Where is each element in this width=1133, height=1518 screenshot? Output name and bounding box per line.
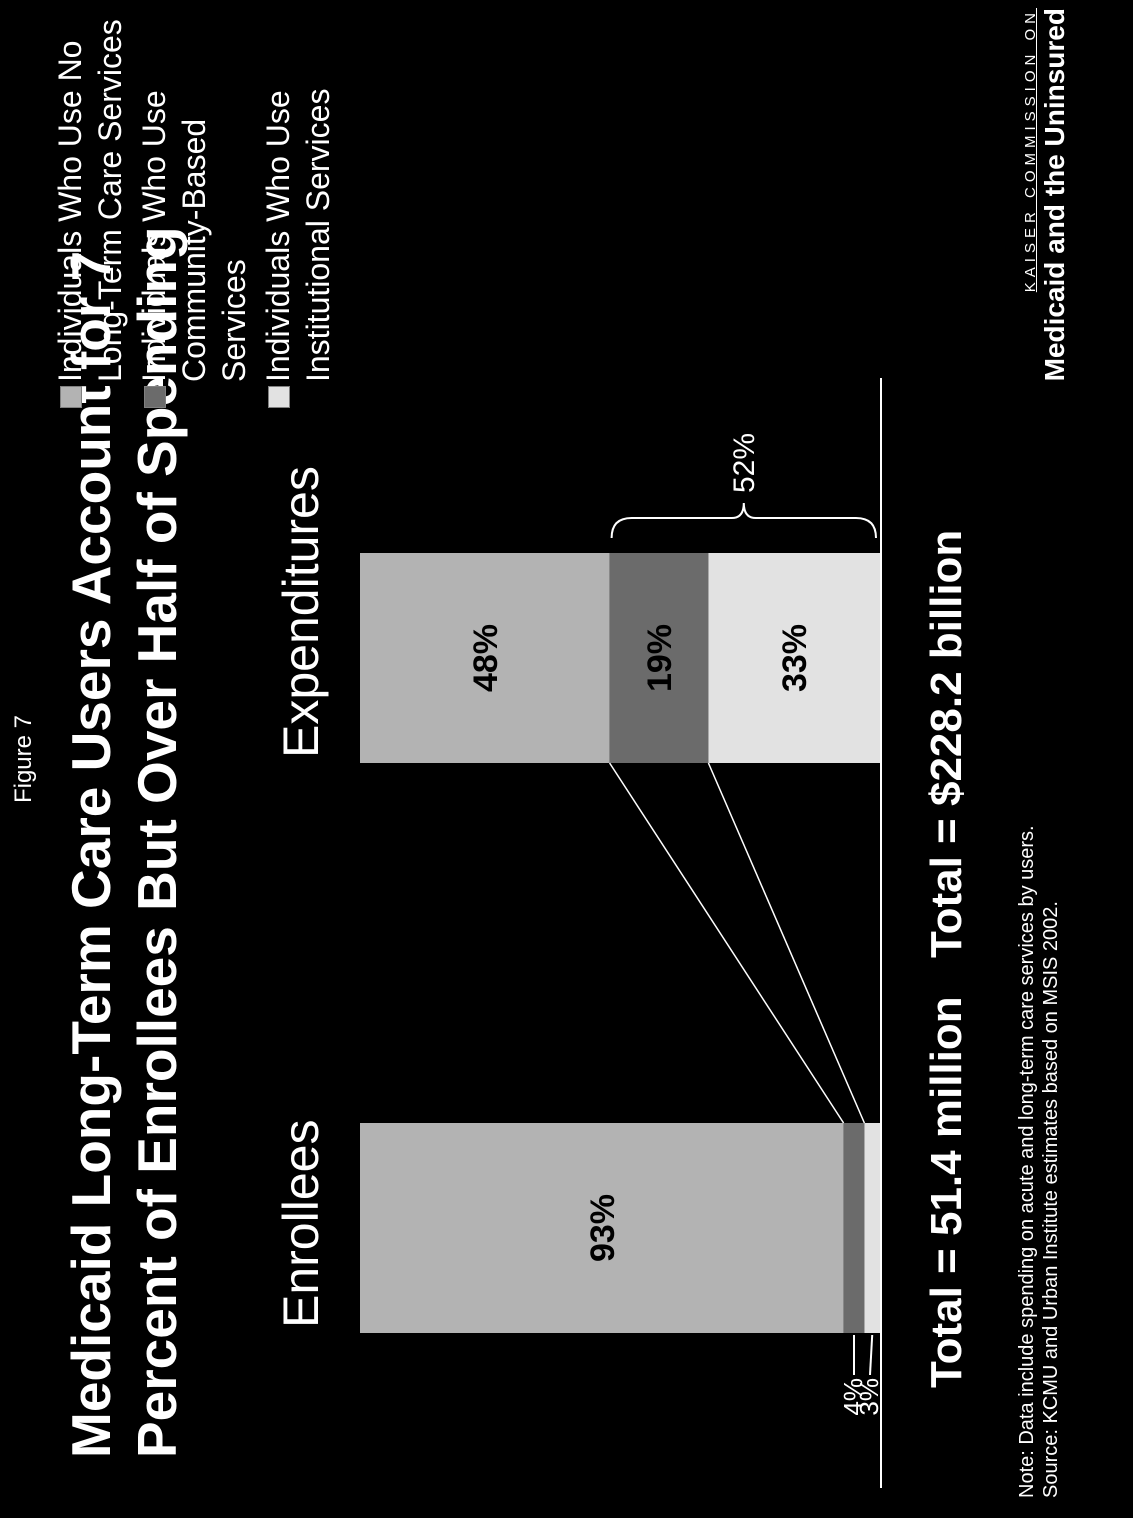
bracket-label: 52% bbox=[728, 433, 761, 493]
legend-label-no-ltc: Individuals Who Use No Long-Term Care Se… bbox=[52, 19, 128, 382]
data-label-enrollees-2: 3% bbox=[854, 1378, 884, 1416]
legend-item-community: Individuals Who Use Community-Based Serv… bbox=[134, 8, 254, 408]
bar-segment-1-0 bbox=[360, 553, 610, 763]
connector-line-2 bbox=[707, 762, 866, 1124]
total-expenditures: Total = $228.2 billion bbox=[922, 529, 971, 958]
brand-logo: KAISER COMMISSION ON Medicaid and the Un… bbox=[1022, 8, 1071, 428]
bar-segment-1-2 bbox=[708, 553, 881, 763]
data-label-enrollees-0: 93% bbox=[584, 1194, 622, 1262]
bar-segment-0-2 bbox=[864, 1123, 881, 1333]
bar-segment-0-1 bbox=[843, 1123, 865, 1333]
source-text: Source: KCMU and Urban Institute estimat… bbox=[1040, 901, 1062, 1498]
total-enrollees: Total = 51.4 million bbox=[922, 996, 971, 1388]
leader-line-2 bbox=[869, 1334, 874, 1376]
legend-item-institutional: Individuals Who Use Institutional Servic… bbox=[258, 8, 338, 408]
legend-swatch-community bbox=[144, 386, 166, 408]
note-block: Note: Data include spending on acute and… bbox=[1015, 825, 1063, 1498]
connector-line-1 bbox=[608, 762, 845, 1124]
data-label-expenditures-2: 33% bbox=[776, 624, 814, 692]
brand-line-2: Medicaid and the Uninsured bbox=[1039, 8, 1070, 382]
data-label-expenditures-0: 48% bbox=[467, 624, 505, 692]
note-text: Note: Data include spending on acute and… bbox=[1016, 825, 1038, 1498]
data-label-expenditures-1: 19% bbox=[641, 624, 679, 692]
legend-label-community: Individuals Who Use Community-Based Serv… bbox=[136, 90, 252, 382]
brand-line-1: KAISER COMMISSION ON bbox=[1022, 8, 1039, 293]
bracket bbox=[610, 502, 877, 539]
legend-label-institutional: Individuals Who Use Institutional Servic… bbox=[260, 88, 336, 382]
bar-segment-0-0 bbox=[360, 1123, 844, 1333]
legend-swatch-institutional bbox=[268, 386, 290, 408]
legend-item-no-ltc: Individuals Who Use No Long-Term Care Se… bbox=[50, 8, 130, 408]
legend: Individuals Who Use No Long-Term Care Se… bbox=[50, 8, 342, 408]
data-label-enrollees-1: 4% bbox=[838, 1378, 868, 1416]
bar-segment-1-1 bbox=[609, 553, 709, 763]
legend-swatch-no-ltc bbox=[60, 386, 82, 408]
